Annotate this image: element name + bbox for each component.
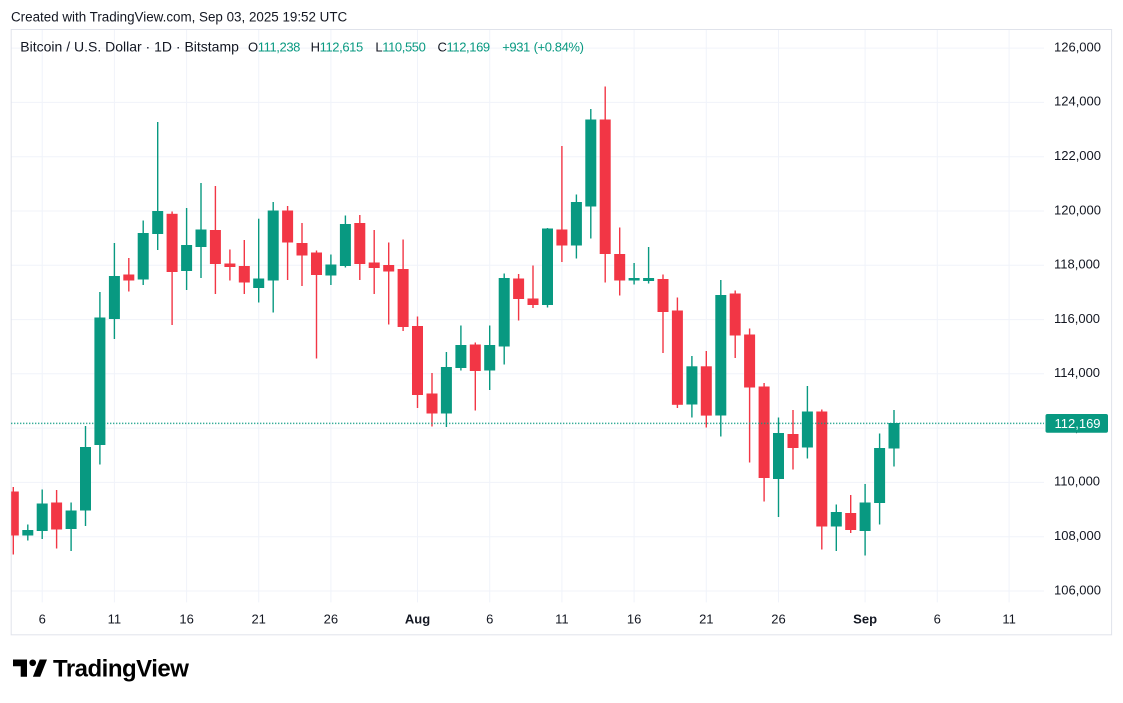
svg-text:11: 11 <box>555 611 569 626</box>
svg-text:112,169: 112,169 <box>1055 416 1101 431</box>
svg-text:+931: +931 <box>502 40 530 55</box>
svg-text:126,000: 126,000 <box>1054 39 1101 54</box>
svg-text:16: 16 <box>179 611 193 626</box>
svg-text:106,000: 106,000 <box>1054 582 1101 597</box>
svg-text:L110,550: L110,550 <box>375 40 425 55</box>
svg-text:108,000: 108,000 <box>1054 528 1101 543</box>
svg-text:122,000: 122,000 <box>1054 148 1101 163</box>
svg-text:6: 6 <box>39 611 46 626</box>
svg-text:120,000: 120,000 <box>1054 202 1101 217</box>
svg-text:11: 11 <box>108 611 122 626</box>
svg-text:O111,238: O111,238 <box>248 40 300 55</box>
svg-text:6: 6 <box>486 611 493 626</box>
svg-text:124,000: 124,000 <box>1054 94 1101 109</box>
svg-text:(+0.84%): (+0.84%) <box>534 40 584 55</box>
svg-text:118,000: 118,000 <box>1054 257 1100 272</box>
svg-text:Created with TradingView.com,: Created with TradingView.com, Sep 03, 20… <box>11 9 348 24</box>
svg-text:26: 26 <box>771 611 785 626</box>
svg-text:TradingView: TradingView <box>53 656 189 683</box>
svg-text:110,000: 110,000 <box>1054 474 1100 489</box>
svg-text:6: 6 <box>934 611 941 626</box>
svg-text:11: 11 <box>1002 611 1016 626</box>
svg-text:Sep: Sep <box>853 611 877 626</box>
svg-text:21: 21 <box>251 611 265 626</box>
svg-text:26: 26 <box>324 611 338 626</box>
svg-text:Aug: Aug <box>405 611 430 626</box>
svg-text:C112,169: C112,169 <box>438 40 490 55</box>
svg-text:21: 21 <box>699 611 713 626</box>
svg-text:116,000: 116,000 <box>1054 311 1100 326</box>
svg-text:Bitcoin / U.S. Dollar · 1D · B: Bitcoin / U.S. Dollar · 1D · Bitstamp <box>20 39 239 55</box>
svg-text:114,000: 114,000 <box>1054 365 1100 380</box>
svg-text:16: 16 <box>627 611 641 626</box>
svg-text:H112,615: H112,615 <box>311 40 363 55</box>
